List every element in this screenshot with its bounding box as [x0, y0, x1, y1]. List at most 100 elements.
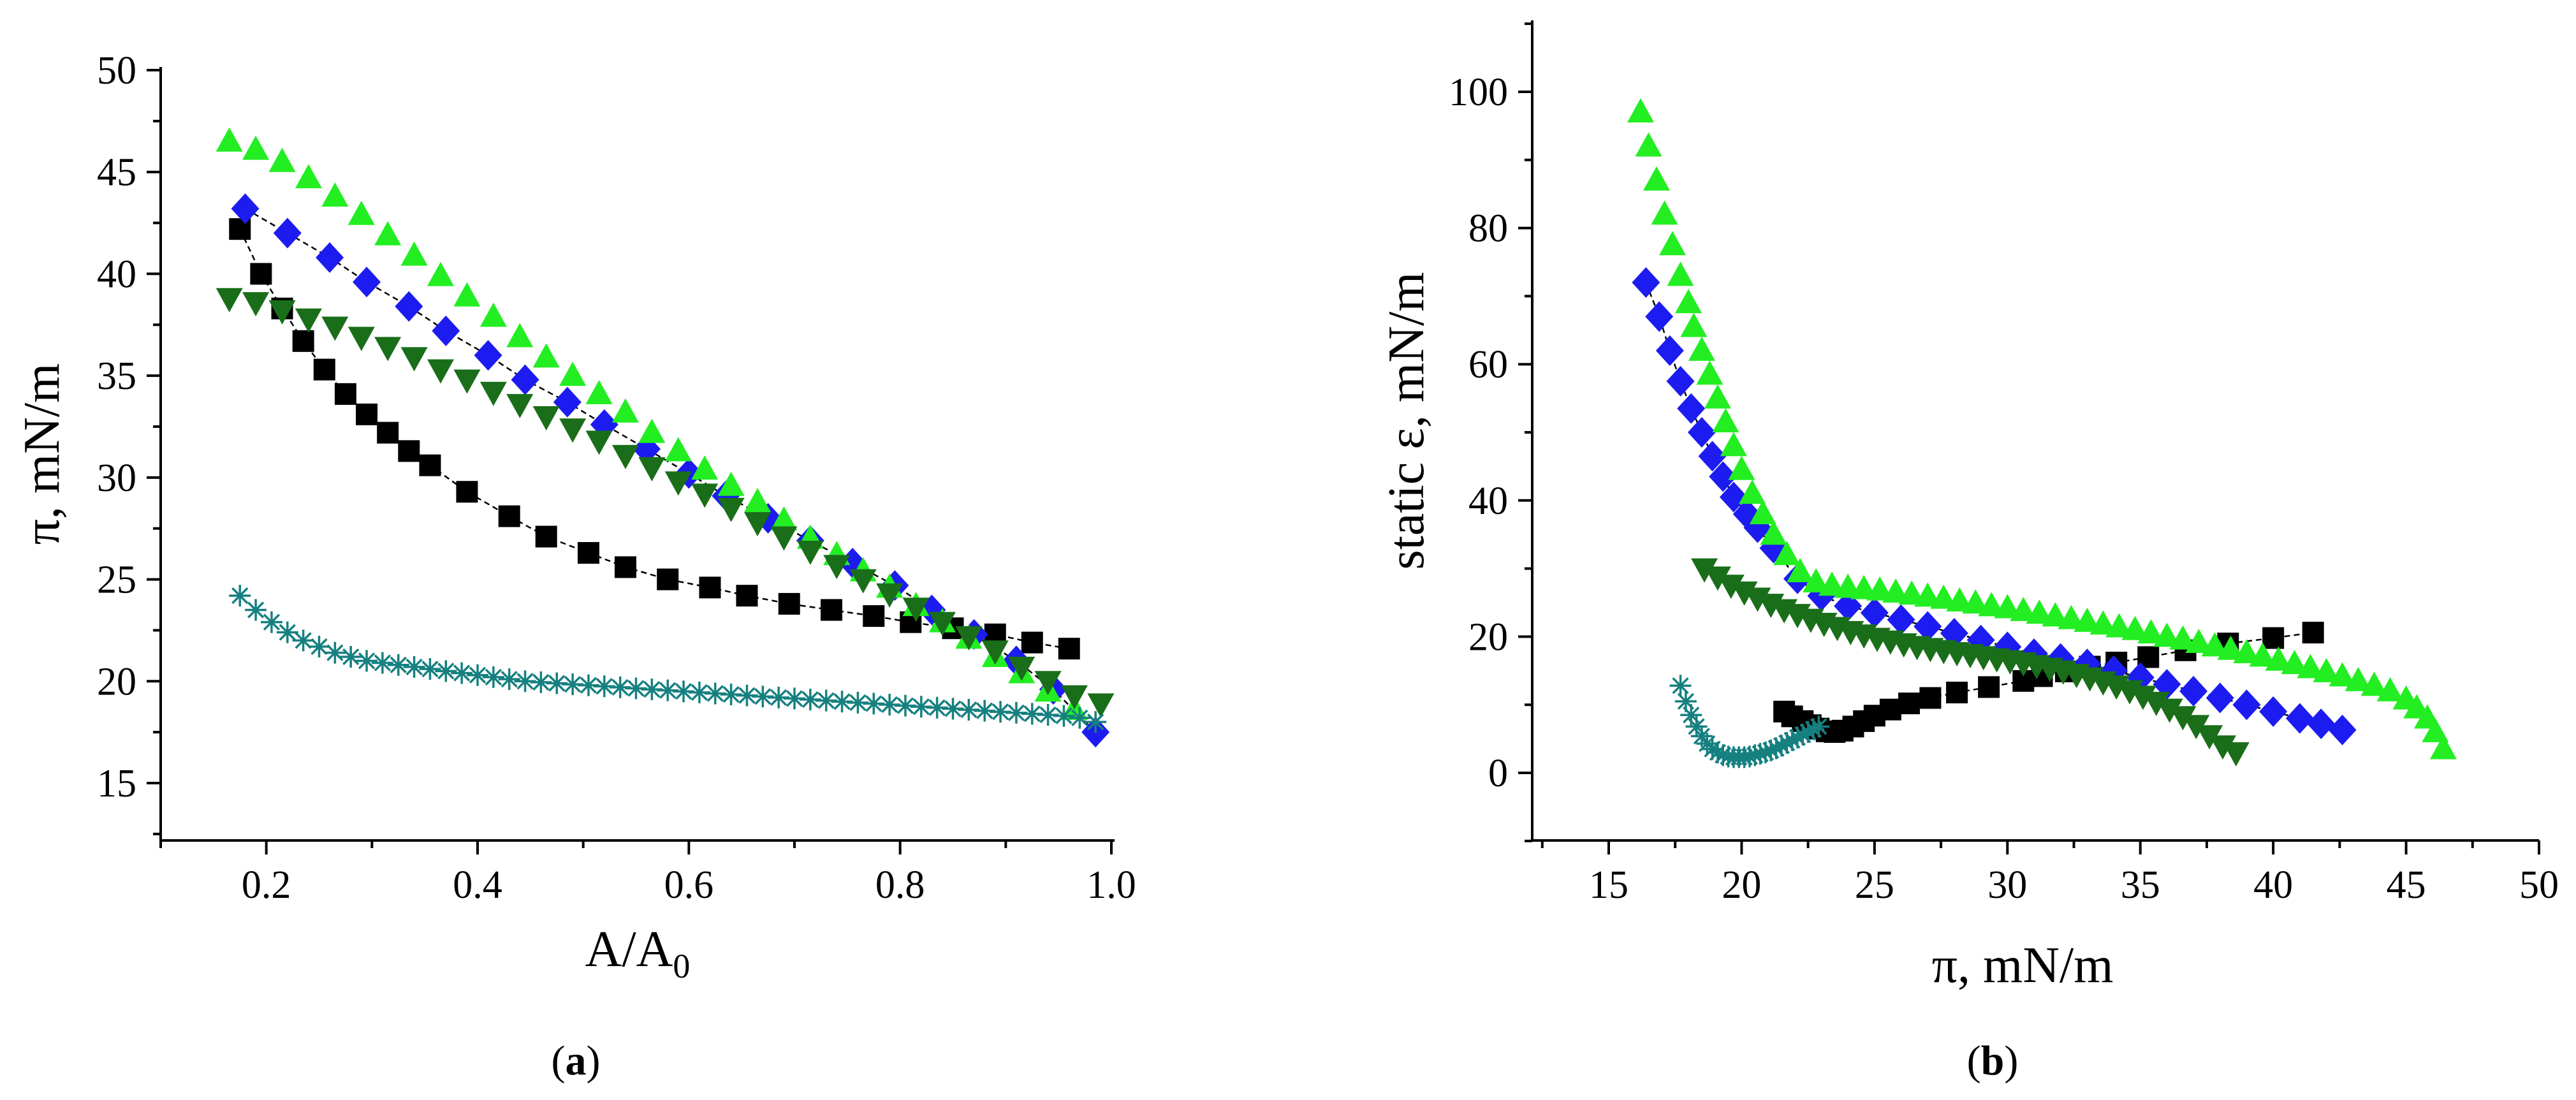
chart-b-point — [1635, 132, 1662, 157]
chart-a-point — [506, 323, 534, 348]
chart-a-point — [273, 217, 302, 249]
chart-a-point — [348, 326, 375, 351]
chart-b-point — [2265, 646, 2292, 671]
chart-b-point — [1655, 335, 1684, 366]
chart-b-point — [1978, 592, 2005, 617]
chart-a-y-label: π, mN/m — [14, 363, 70, 545]
chart-a-point — [321, 182, 349, 207]
chart-b-point — [2156, 698, 2183, 723]
chart-a-x-label-main: A/A — [585, 921, 673, 978]
chart-a-point — [955, 626, 983, 651]
chart-b-point — [1696, 360, 1723, 385]
chart-b-point — [1712, 407, 1739, 432]
chart-a-point — [778, 592, 800, 615]
chart-a-y-tick-label: 15 — [97, 762, 136, 805]
chart-a-point — [1087, 693, 1115, 718]
chart-a-point — [474, 340, 502, 371]
chart-b-point — [1667, 261, 1694, 286]
chart-a-point — [691, 483, 719, 508]
chart-a-y-tick-label: 40 — [97, 253, 136, 296]
chart-b-point — [1728, 455, 1755, 480]
chart-b-point — [1770, 735, 1792, 757]
chart-a-point — [1058, 638, 1080, 660]
chart-a-point — [400, 241, 428, 266]
chart-a-point — [593, 675, 615, 698]
chart-a-point — [377, 422, 399, 444]
chart-a-point — [1085, 711, 1107, 733]
chart-a-point — [498, 505, 520, 527]
chart-b-point — [1690, 725, 1713, 747]
chart-b-point — [2026, 599, 2053, 624]
chart-a-point — [356, 650, 378, 672]
chart-b-point — [2297, 654, 2324, 678]
chart-a-point — [577, 542, 599, 564]
chart-a-point — [638, 418, 666, 443]
chart-b-point — [1754, 741, 1776, 763]
chart-b-point — [1687, 417, 1716, 448]
chart-a-x-tick-label: 0.8 — [875, 863, 925, 907]
chart-b-point — [2206, 682, 2234, 714]
chart-b-point — [1720, 432, 1747, 457]
chart-a-point — [316, 242, 344, 273]
chart-b-y-tick-label: 0 — [1488, 752, 1508, 795]
chart-b-x-tick-label: 30 — [1987, 863, 2027, 907]
chart-b-point — [2302, 621, 2324, 643]
chart-a-point — [398, 440, 420, 462]
chart-a-point — [736, 684, 758, 707]
chart-a-ticks: 0.2 0.4 0.6 0.8 1.0 15 20 25 30 35 40 45 50 — [97, 49, 1136, 907]
chart-b-y-tick-label: 60 — [1468, 343, 1508, 386]
chart-a-point — [276, 621, 298, 643]
chart-b-point — [2281, 650, 2308, 675]
chart-a-point — [308, 635, 330, 657]
chart-a-point — [559, 418, 587, 443]
chart-a-point — [611, 398, 639, 423]
chart-a-point — [245, 599, 267, 621]
chart-b-point — [2285, 703, 2314, 734]
chart-b-point — [1787, 557, 1814, 582]
chart-b-point — [2328, 714, 2357, 745]
chart-b-series-line — [1645, 282, 2343, 731]
chart-a-point — [348, 200, 375, 225]
chart-a-point — [736, 585, 758, 607]
chart-b-point — [2058, 605, 2085, 629]
chart-b-point — [1866, 576, 1894, 601]
chart-a-point — [910, 696, 932, 718]
chart-a-point — [1021, 703, 1043, 725]
chart-a-point — [216, 288, 243, 312]
chart-b-point — [2259, 696, 2288, 727]
chart-b-point — [2360, 671, 2388, 696]
chart-a-point — [353, 267, 381, 298]
chart-a-point — [942, 698, 964, 720]
chart-a-point — [657, 679, 679, 701]
chart-a-point — [799, 689, 821, 711]
chart-b-point — [1677, 393, 1706, 424]
chart-b-y-tick-label: 100 — [1449, 71, 1508, 114]
chart-b-point — [1704, 384, 1731, 409]
chart-b-point — [1962, 589, 1989, 614]
chart-b-point — [2262, 627, 2285, 649]
chart-a-point — [374, 221, 402, 246]
chart-a-point — [356, 403, 378, 425]
chart-a-point — [784, 687, 805, 710]
chart-a-x-tick-label: 0.4 — [453, 863, 502, 907]
chart-a-point — [1037, 703, 1059, 726]
chart-b-point — [1760, 739, 1782, 761]
chart-b-x-tick-label: 45 — [2387, 863, 2426, 907]
chart-b-point — [2183, 715, 2210, 740]
chart-b-point — [1627, 98, 1655, 123]
chart-a-point — [849, 569, 877, 594]
chart-b-point — [2307, 708, 2336, 740]
chart-a-point — [324, 642, 346, 664]
chart-a-point — [609, 676, 631, 698]
chart-a-point — [958, 699, 980, 721]
chart-a-point — [340, 645, 362, 668]
chart-b-point — [1691, 558, 1718, 583]
chart-b-point — [2074, 607, 2101, 632]
chart-b-point — [2169, 706, 2197, 731]
chart-b-marks — [1627, 98, 2457, 768]
panel-label-a-letter: a — [566, 1038, 587, 1084]
chart-b-y-tick-label: 80 — [1468, 207, 1508, 251]
chart-b-point — [1698, 441, 1727, 472]
